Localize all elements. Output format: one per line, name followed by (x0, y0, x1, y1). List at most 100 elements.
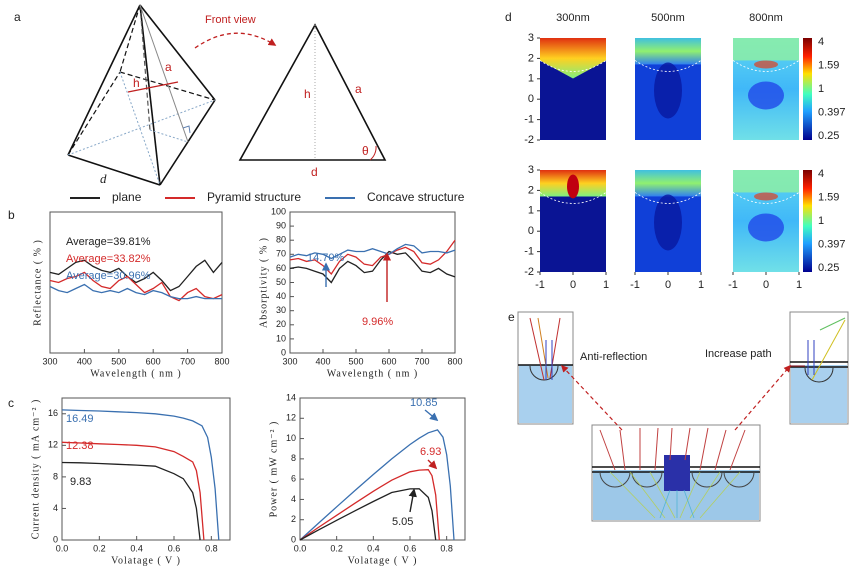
x-tick-label: 0.8 (205, 543, 218, 553)
panel-label: b (8, 208, 15, 222)
y-tick-label: 30 (276, 305, 286, 315)
pyramid-drawing (67, 4, 216, 186)
x-tick-label: 0.2 (330, 543, 343, 553)
field-top (733, 38, 799, 61)
x-tick-label: 0.0 (56, 543, 69, 553)
annotation: Average=39.81% (66, 236, 151, 248)
x-tick-label: 800 (214, 356, 229, 366)
column-title: 500nm (651, 12, 685, 24)
x-tick-label: 300 (282, 356, 297, 366)
angle-label: θ (362, 144, 369, 158)
annotation: 10.85 (410, 397, 438, 409)
series-line (61, 441, 205, 541)
field-top (733, 170, 799, 193)
series-line (49, 283, 222, 300)
x-tick-label: 400 (315, 356, 330, 366)
edge-label: a (355, 82, 362, 96)
front-view-triangle (238, 23, 387, 161)
field-map (732, 38, 800, 140)
y-tick-label: 70 (276, 249, 286, 259)
y-tick-label: 10 (286, 433, 296, 443)
column-title: 300nm (556, 12, 590, 24)
field-top (635, 170, 701, 197)
y-tick-label: 0 (291, 534, 296, 544)
x-tick-label: 0.6 (168, 543, 181, 553)
x-tick-label: 0 (665, 279, 671, 291)
field-map (634, 170, 702, 272)
series-line (289, 239, 456, 276)
y-tick-label: 2 (528, 184, 534, 196)
x-tick-label: 700 (414, 356, 429, 366)
colorbar-label: 0.25 (818, 130, 839, 142)
field-spot (654, 62, 682, 119)
arrow (427, 459, 438, 470)
annotation: 16.49 (66, 413, 94, 425)
x-tick-label: 0 (570, 279, 576, 291)
x-tick-label: -1 (535, 279, 545, 291)
plot-frame (61, 397, 231, 541)
y-tick-label: -1 (524, 114, 534, 126)
legend-label: Concave structure (367, 190, 465, 204)
panel-label: d (505, 10, 512, 24)
ray-diagram (517, 311, 849, 522)
annotation: 12.38 (66, 440, 94, 452)
base-label: d (100, 171, 107, 186)
field-spot (748, 213, 784, 242)
field-spot (567, 174, 579, 199)
colorbar-label: 0.397 (818, 238, 846, 250)
panel-label: c (8, 396, 14, 410)
series-line (49, 259, 223, 292)
field-map (634, 38, 702, 140)
x-tick-label: 1 (603, 279, 609, 291)
x-axis-title: Volatage ( V ) (111, 555, 181, 566)
y-tick-label: 16 (48, 408, 58, 418)
x-tick-label: 0.4 (367, 543, 380, 553)
y-tick-label: -2 (524, 134, 534, 146)
x-tick-label: 0.8 (440, 543, 453, 553)
x-tick-label: 500 (348, 356, 363, 366)
legend-label: plane (112, 190, 142, 204)
panel-label: a (14, 10, 21, 24)
field-top (635, 38, 701, 65)
x-tick-label: 400 (77, 356, 92, 366)
field-map (539, 170, 607, 272)
annotation: Increase path (705, 348, 772, 360)
field-spot (748, 81, 784, 110)
annotation: Anti-reflection (580, 351, 647, 363)
y-tick-label: -2 (524, 266, 534, 278)
colorbar-label: 4 (818, 36, 824, 48)
height-label: h (304, 87, 311, 101)
field-map (732, 170, 800, 272)
colorbar-label: 1 (818, 83, 824, 95)
x-tick-label: -1 (728, 279, 738, 291)
annotation: 6.93 (420, 446, 441, 458)
y-axis-title: Current density ( mA cm⁻² ) (30, 399, 41, 540)
arrow (408, 488, 417, 513)
colorbar-label: 1 (818, 215, 824, 227)
y-tick-label: 1 (528, 205, 534, 217)
series-line (299, 429, 455, 541)
y-tick-label: 1 (528, 73, 534, 85)
plot-frame (299, 397, 466, 541)
x-tick-label: 600 (146, 356, 161, 366)
base-label: d (311, 165, 318, 179)
x-tick-label: 1 (796, 279, 802, 291)
y-tick-label: 12 (286, 413, 296, 423)
y-tick-label: 100 (271, 206, 286, 216)
view-arrow (194, 32, 277, 49)
field-spot (654, 194, 682, 251)
legend-label: Pyramid structure (207, 190, 301, 204)
y-tick-label: 2 (291, 514, 296, 524)
series-line (289, 250, 456, 284)
colorbar-label: 0.397 (818, 106, 846, 118)
x-axis-title: Volatage ( V ) (348, 555, 418, 566)
field-map (539, 38, 607, 140)
y-tick-label: 10 (276, 333, 286, 343)
y-tick-label: 0 (281, 347, 286, 357)
y-tick-label: 3 (528, 164, 534, 176)
colorbar-label: 0.25 (818, 262, 839, 274)
plot-frame (289, 211, 456, 354)
series-line (61, 461, 201, 541)
y-tick-label: 4 (53, 503, 58, 513)
